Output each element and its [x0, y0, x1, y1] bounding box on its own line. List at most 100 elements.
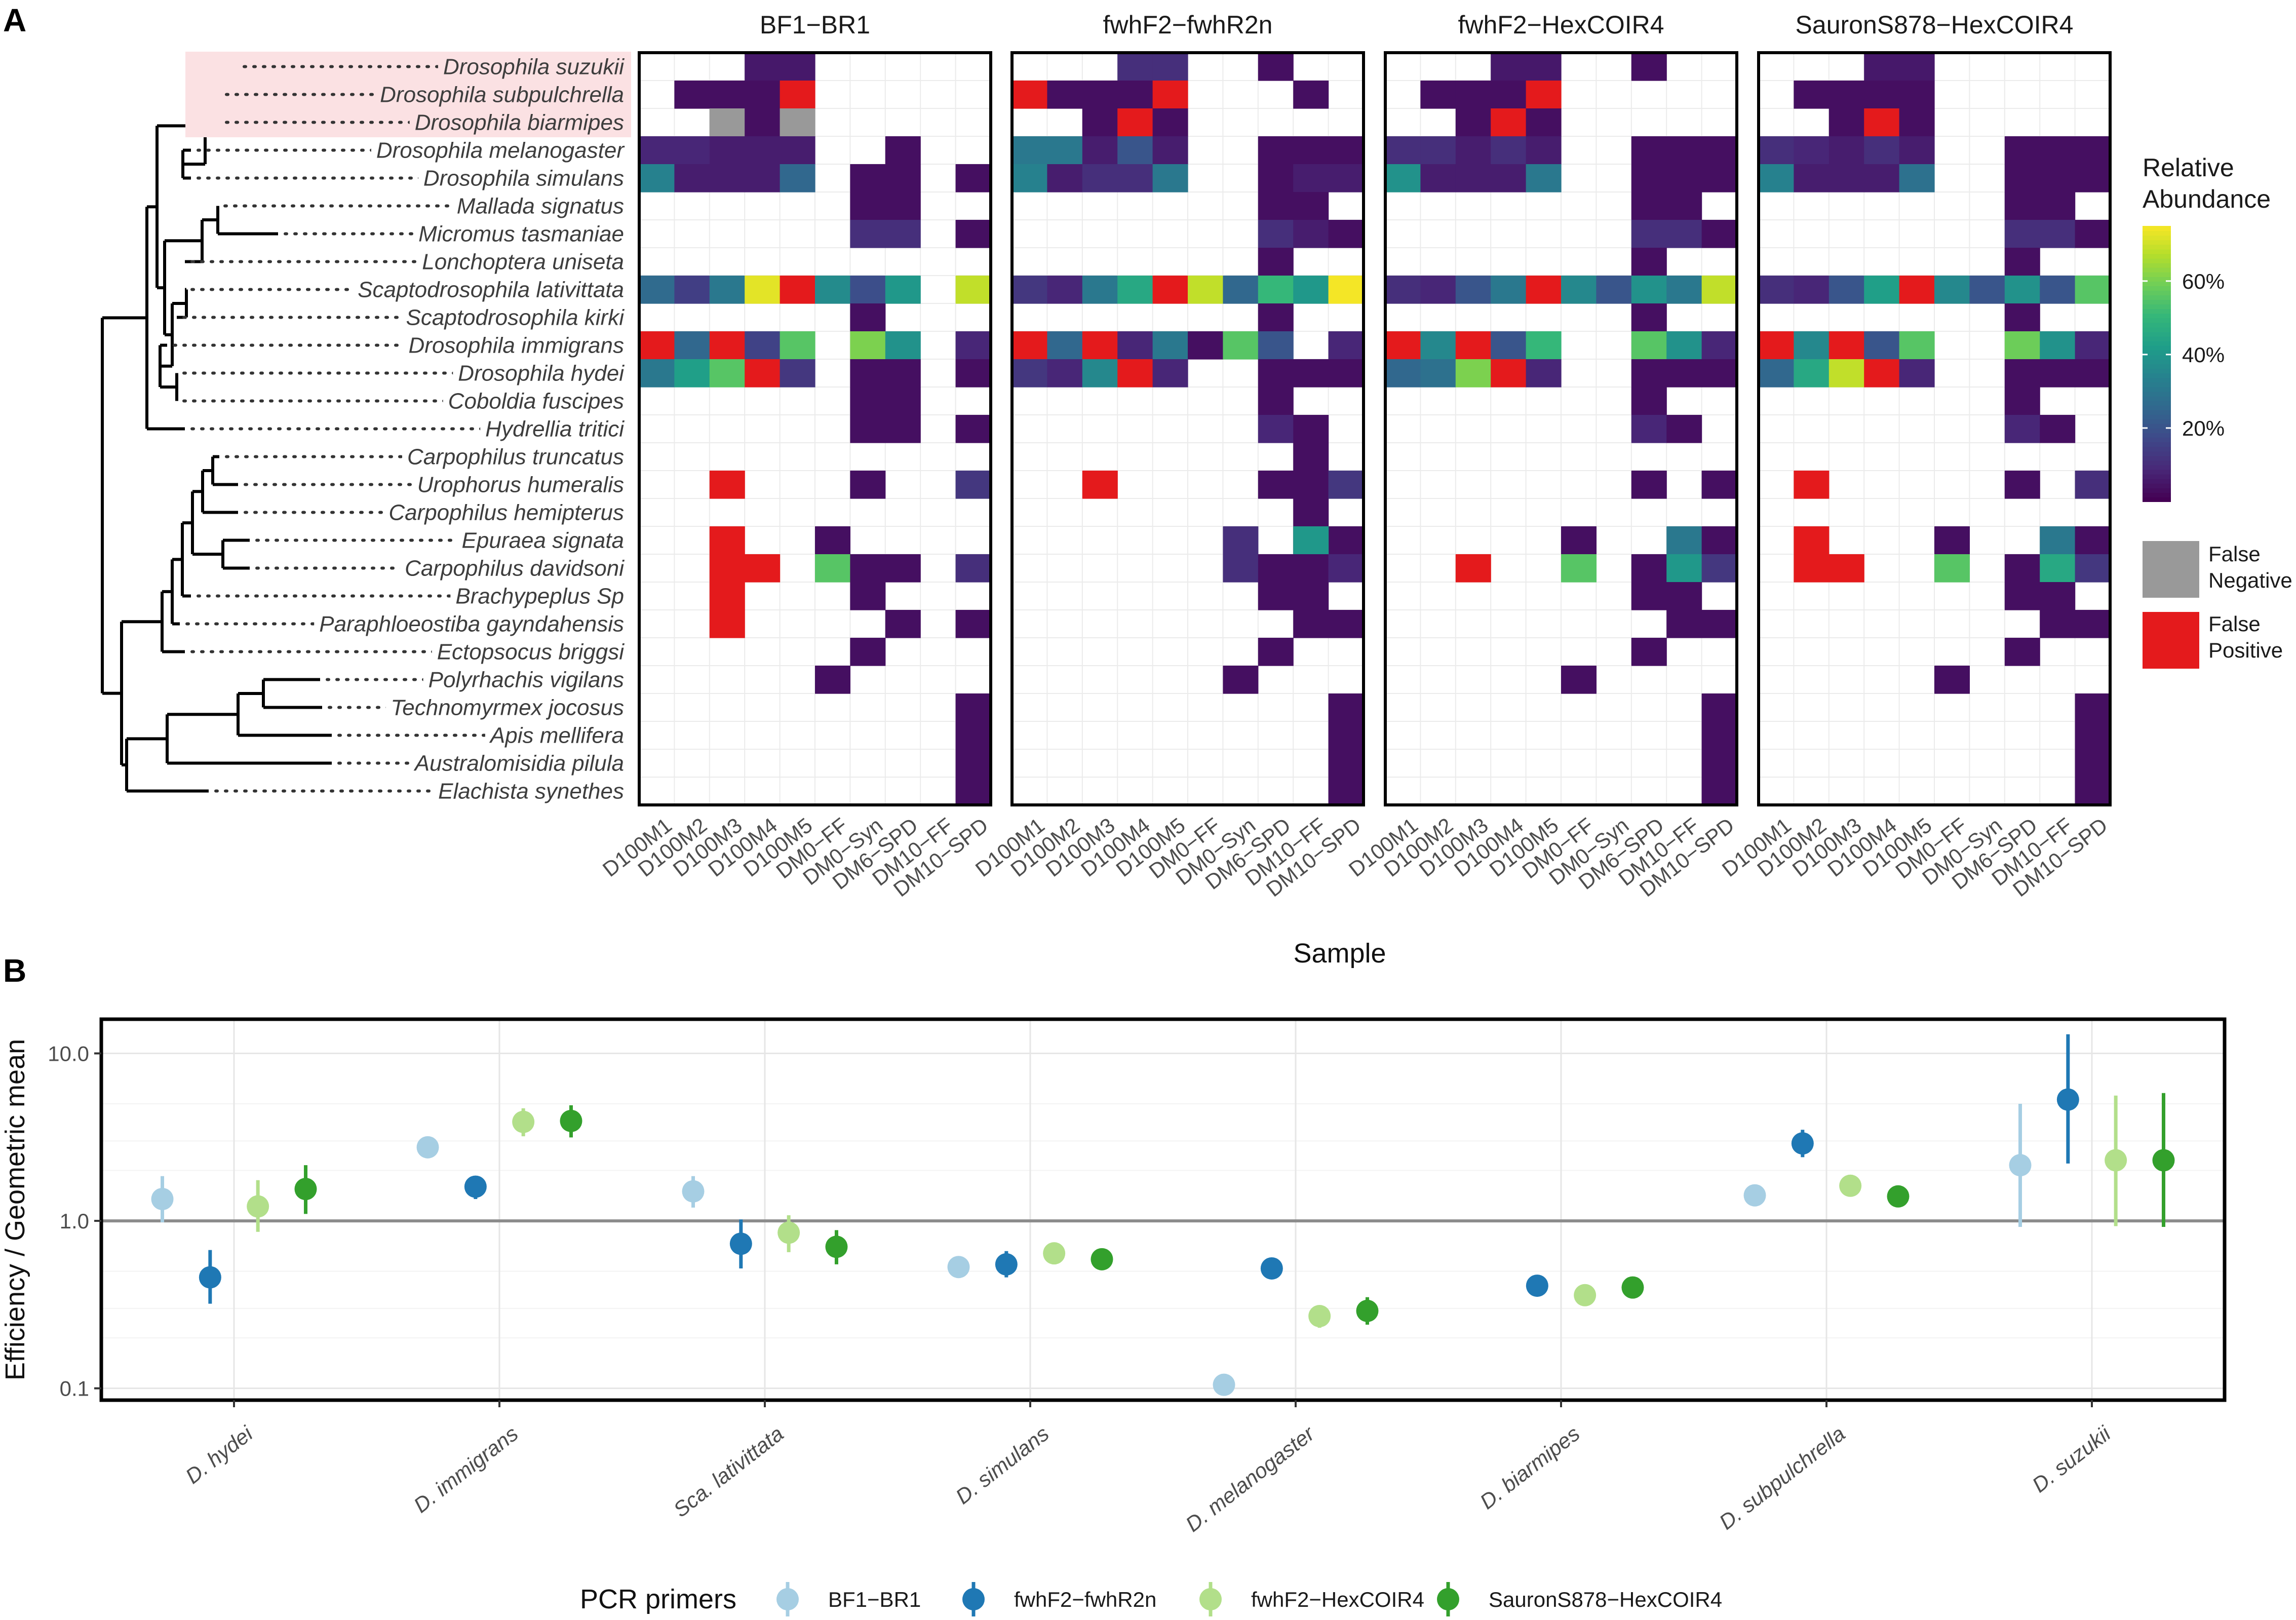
heatmap-cell-paraphloeostiba-gayndahensis-dm10-spd — [1701, 610, 1737, 638]
heatmap-cell-drosophila-subpulchrella-d100m4 — [1117, 81, 1153, 109]
point-fwhf2-fwhr2n-d-melanogaster — [1260, 1257, 1283, 1280]
heatmap-cell-drosophila-hydei-dm6-spd — [885, 359, 921, 388]
heatmap-cell-drosophila-immigrans-d100m3 — [1082, 331, 1118, 360]
heatmap-cell-drosophila-melanogaster-d100m3 — [709, 136, 745, 165]
heatmap-cell-australomisidia-pilula-dm10-spd — [2075, 749, 2111, 778]
colorbar-segment — [2143, 327, 2171, 332]
heatmap-cell-carpophilus-davidsoni-dm10-spd — [1328, 554, 1364, 583]
heatmap-cell-drosophila-hydei-d100m5 — [1899, 359, 1935, 388]
colorbar-segment — [2143, 336, 2171, 341]
heatmap-cell-hydrellia-tritici-dm6-spd — [1258, 415, 1294, 443]
point-saurons878-hexcoir4-d-suzukii — [2152, 1149, 2175, 1172]
heatmap-cell-drosophila-subpulchrella-d100m4 — [745, 81, 781, 109]
species-label-brachypeplus-sp: Brachypeplus Sp — [455, 584, 624, 609]
colorbar-segment — [2143, 359, 2171, 364]
heatmap-cell-scaptodrosophila-lativittata-dm0-ff — [1188, 276, 1223, 304]
point-saurons878-hexcoir4-d-simulans — [1091, 1248, 1113, 1270]
legend-label-saurons878-hexcoir4: SauronS878−HexCOIR4 — [1489, 1588, 1722, 1611]
heatmap-cell-epuraea-signata-dm0-ff — [815, 526, 850, 555]
heatmap-cell-carpophilus-davidsoni-dm6-spd — [1631, 554, 1667, 583]
heatmap-cell-drosophila-subpulchrella-dm10-ff — [1293, 81, 1329, 109]
heatmap-cell-mallada-signatus-dm0-syn — [850, 192, 886, 220]
heatmap-cell-scaptodrosophila-lativittata-dm0-ff — [1561, 276, 1597, 304]
heatmap-cell-drosophila-suzukii-d100m4 — [1864, 53, 1900, 81]
point-fwhf2-fwhr2n-sca-lativittata — [729, 1232, 752, 1255]
species-label-bg — [453, 361, 626, 385]
heatmap-cell-drosophila-hydei-d100m4 — [1864, 359, 1900, 388]
point-saurons878-hexcoir4-d-hydei — [294, 1178, 317, 1201]
heatmap-cell-drosophila-biarmipes-d100m5 — [780, 108, 815, 137]
heatmap-cell-carpophilus-davidsoni-dm0-ff — [1934, 554, 1970, 583]
heatmap-cell-mallada-signatus-dm10-ff — [1666, 192, 1702, 220]
point-fwhf2-fwhr2n-d-hydei — [199, 1266, 221, 1289]
legend-label-fwhf2-hexcoir4: fwhF2−HexCOIR4 — [1251, 1588, 1424, 1611]
point-bf1-br1-d-suzukii — [2009, 1154, 2032, 1177]
heatmap-cell-epuraea-signata-dm10-spd — [1328, 526, 1364, 555]
heatmap-cell-scaptodrosophila-lativittata-dm10-ff — [2040, 276, 2076, 304]
heatmap-cell-drosophila-biarmipes-d100m4 — [1491, 108, 1527, 137]
heatmap-cell-micromus-tasmaniae-dm6-spd — [1258, 220, 1294, 248]
heatmap-panels: BF1−BR1D100M1D100M2D100M3D100M4D100M5DM0… — [598, 11, 2112, 901]
heatmap-cell-scaptodrosophila-lativittata-d100m3 — [709, 276, 745, 304]
heatmap-cell-micromus-tasmaniae-dm10-ff — [1293, 220, 1329, 248]
colorbar-segment — [2143, 469, 2171, 475]
heatmap-panel-frame — [1757, 51, 2112, 806]
heatmap-cell-drosophila-immigrans-dm10-spd — [1328, 331, 1364, 360]
heatmap-cell-scaptodrosophila-lativittata-dm0-ff — [1934, 276, 1970, 304]
heatmap-cell-drosophila-hydei-dm6-spd — [1258, 359, 1294, 388]
heatmap-cell-drosophila-immigrans-d100m3 — [1828, 331, 1864, 360]
heatmap-cell-urophorus-humeralis-d100m3 — [1082, 471, 1118, 499]
heatmap-cell-paraphloeostiba-gayndahensis-dm10-ff — [2040, 610, 2076, 638]
heatmap-cell-micromus-tasmaniae-dm10-spd — [1328, 220, 1364, 248]
point-fwhf2-hexcoir4-d-immigrans — [512, 1110, 535, 1133]
heatmap-cell-scaptodrosophila-lativittata-d100m2 — [1794, 276, 1830, 304]
heatmap-cell-drosophila-immigrans-dm10-spd — [955, 331, 991, 360]
heatmap-cell-drosophila-simulans-d100m4 — [1117, 164, 1153, 192]
heatmap-cell-scaptodrosophila-lativittata-dm0-syn — [850, 276, 886, 304]
heatmap-cell-hydrellia-tritici-dm10-ff — [1666, 415, 1702, 443]
heatmap-cell-drosophila-melanogaster-d100m4 — [1117, 136, 1153, 165]
species-label-technomyrmex-jocosus: Technomyrmex jocosus — [391, 696, 624, 720]
heatmap-cell-drosophila-biarmipes-d100m3 — [1828, 108, 1864, 137]
heatmap-cell-ectopsocus-briggsi-dm6-spd — [2004, 638, 2040, 666]
heatmap-cell-scaptodrosophila-lativittata-d100m5 — [1152, 276, 1188, 304]
heatmap-cell-brachypeplus-sp-dm6-spd — [1258, 582, 1294, 610]
colorbar-segment — [2143, 253, 2171, 259]
false-positive-label-line2: Positive — [2208, 638, 2283, 662]
heatmap-cell-drosophila-melanogaster-d100m5 — [1152, 136, 1188, 165]
heatmap-cell-drosophila-hydei-d100m5 — [1152, 359, 1188, 388]
heatmap-cell-polyrhachis-vigilans-dm0-ff — [815, 666, 850, 694]
species-label-bg — [417, 249, 626, 274]
heatmap-cell-drosophila-immigrans-d100m2 — [1420, 331, 1456, 360]
heatmap-cell-drosophila-simulans-d100m1 — [1759, 164, 1794, 192]
heatmap-cell-drosophila-melanogaster-dm6-spd — [1258, 136, 1294, 165]
heatmap-cell-drosophila-hydei-d100m3 — [1082, 359, 1118, 388]
colorbar-segment — [2143, 340, 2171, 346]
dot-plot-y-axis-title: Efficiency / Geometric mean — [0, 1039, 30, 1380]
heatmap-cell-carpophilus-davidsoni-dm0-syn — [1223, 554, 1259, 583]
legend-title-line2: Abundance — [2143, 185, 2271, 213]
heatmap-cell-scaptodrosophila-lativittata-d100m4 — [745, 276, 781, 304]
heatmap-cell-scaptodrosophila-kirki-dm6-spd — [1258, 303, 1294, 332]
heatmap-cell-micromus-tasmaniae-dm10-ff — [1666, 220, 1702, 248]
heatmap-cell-drosophila-biarmipes-d100m5 — [1899, 108, 1935, 137]
heatmap-cell-urophorus-humeralis-dm10-spd — [1701, 471, 1737, 499]
dot-plot-frame — [99, 1017, 2227, 1402]
heatmap-cell-coboldia-fuscipes-dm6-spd — [1258, 387, 1294, 415]
heatmap-cell-drosophila-melanogaster-dm10-spd — [1328, 136, 1364, 165]
heatmap-cell-drosophila-simulans-d100m2 — [1420, 164, 1456, 192]
heatmap-cell-mallada-signatus-dm6-spd — [885, 192, 921, 220]
heatmap-panel-frame — [1384, 51, 1738, 806]
species-label-polyrhachis-vigilans: Polyrhachis vigilans — [429, 668, 624, 692]
heatmap-cell-drosophila-hydei-dm10-ff — [1293, 359, 1329, 388]
colorbar-segment — [2143, 474, 2171, 479]
heatmap-cell-drosophila-biarmipes-d100m4 — [1117, 108, 1153, 137]
heatmap-cell-drosophila-immigrans-d100m1 — [1385, 331, 1421, 360]
point-fwhf2-hexcoir4-d-melanogaster — [1308, 1305, 1331, 1328]
heatmap-cell-drosophila-subpulchrella-d100m3 — [1828, 81, 1864, 109]
colorbar-segment — [2143, 455, 2171, 461]
colorbar-segment — [2143, 262, 2171, 268]
heatmap-cell-scaptodrosophila-lativittata-d100m1 — [639, 276, 675, 304]
heatmap-cell-scaptodrosophila-lativittata-dm10-spd — [1328, 276, 1364, 304]
species-label-bg — [314, 611, 626, 636]
